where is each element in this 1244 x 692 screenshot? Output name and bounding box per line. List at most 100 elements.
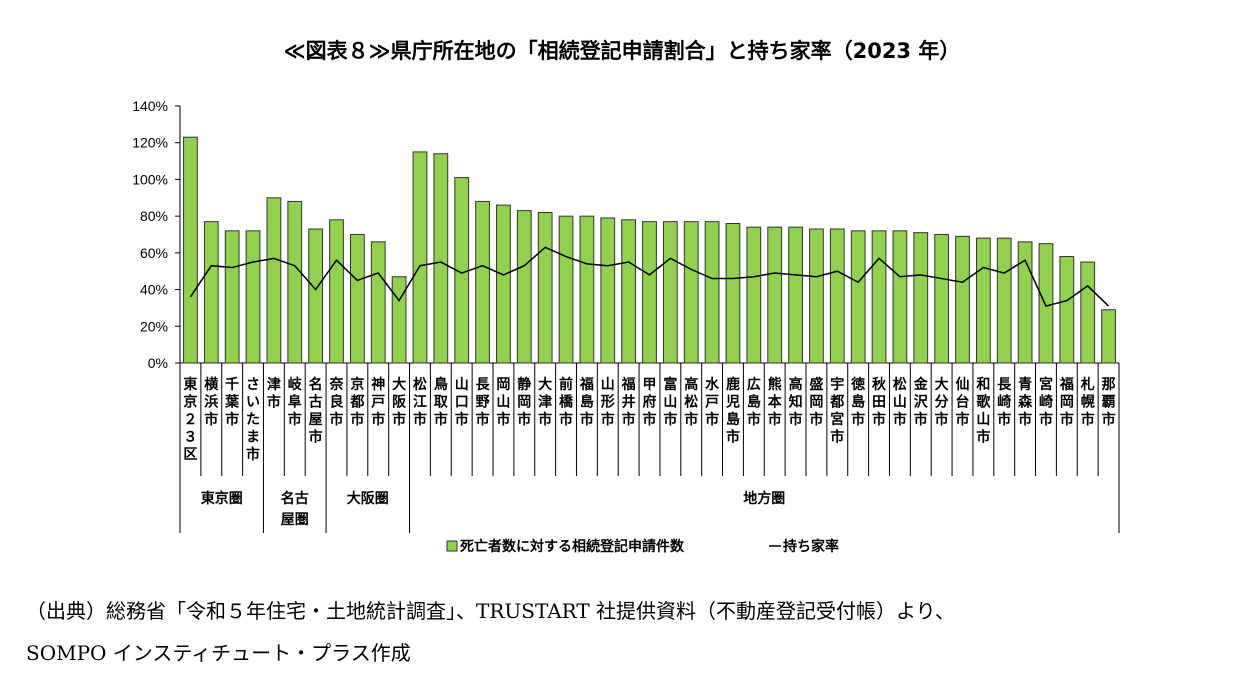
bar: [934, 234, 950, 364]
x-category-label: 那覇市: [1102, 377, 1116, 428]
legend-swatch-bar: [446, 540, 458, 552]
source-line-1: （出典）総務省「令和５年住宅・土地統計調査」、TRUSTART 社提供資料（不動…: [26, 599, 955, 623]
x-category-label: 仙台市: [956, 376, 970, 428]
chart: ≪図表８≫県庁所在地の「相続登記申請割合」と持ち家率（2023 年） 0% 20%…: [132, 39, 1120, 555]
x-category-label: 岐阜市: [288, 376, 303, 428]
y-tick-label: 80%: [140, 208, 168, 224]
bar: [558, 215, 574, 364]
bar: [308, 228, 324, 364]
bar: [496, 204, 511, 364]
bar: [892, 230, 908, 364]
x-group-label: 名古屋圏: [281, 490, 309, 528]
x-category-label: 熊本市: [768, 376, 783, 428]
bar: [475, 200, 490, 364]
x-category-label: 東京２３区: [183, 376, 197, 463]
x-category-label: 前橋市: [559, 376, 574, 428]
x-category-label: さいたま市: [246, 377, 260, 463]
x-category-label: 福島市: [579, 376, 594, 428]
x-category-label: 青森市: [1018, 376, 1033, 428]
x-category-label: 富山市: [663, 376, 677, 428]
x-group-label: 大阪圏: [347, 490, 389, 507]
bar: [537, 211, 553, 364]
x-category-label: 大津市: [538, 376, 552, 428]
x-category-label: 宇都宮市: [829, 376, 844, 446]
bar: [704, 221, 720, 364]
x-category-label: 宮崎市: [1039, 376, 1053, 428]
bar: [767, 226, 783, 364]
x-group-label: 地方圏: [743, 490, 785, 507]
source-note: （出典）総務省「令和５年住宅・土地統計調査」、TRUSTART 社提供資料（不動…: [26, 590, 955, 674]
bar: [433, 153, 449, 364]
x-category-label: 和歌山市: [976, 377, 991, 446]
line-series-持ち家率: [189, 246, 1110, 307]
bar: [370, 241, 386, 364]
bar: [1080, 261, 1096, 364]
x-category-label: 静岡市: [517, 376, 531, 428]
bar: [391, 276, 407, 364]
bar: [516, 210, 532, 364]
y-tick-label: 120%: [132, 135, 168, 151]
x-category-label: 札幌市: [1080, 376, 1095, 428]
bar: [1017, 241, 1033, 364]
x-category-label: 水戸市: [705, 376, 720, 428]
bar: [245, 230, 261, 364]
bar: [412, 151, 428, 364]
bar: [725, 222, 741, 364]
x-category-label: 名古屋市: [309, 376, 323, 446]
legend-label-bar: 死亡者数に対する相続登記申請件数: [459, 538, 685, 555]
legend-label-line: 持ち家率: [783, 538, 839, 555]
bar: [913, 232, 929, 364]
bar: [266, 197, 282, 364]
y-tick-label: 60%: [140, 245, 168, 261]
bar: [746, 226, 762, 364]
bar: [642, 221, 657, 364]
x-category-label: 秋田市: [872, 376, 887, 428]
bar: [996, 237, 1012, 364]
x-category-label: 鳥取市: [434, 376, 449, 428]
x-category-label: 金沢市: [913, 376, 929, 428]
x-category-label: 盛岡市: [809, 376, 823, 428]
x-category-label: 大分市: [935, 376, 949, 428]
x-category-label: 大阪市: [392, 376, 407, 428]
bar: [850, 230, 866, 364]
x-category-label: 徳島市: [850, 376, 865, 428]
x-category-label: 京都市: [349, 376, 364, 428]
x-category-label: 岡山市: [496, 377, 510, 428]
x-category-label: 神戸市: [371, 376, 385, 428]
bar: [349, 234, 365, 364]
bar: [287, 200, 303, 364]
x-category-label: 横浜市: [204, 376, 219, 428]
y-tick-label: 140%: [132, 98, 168, 114]
bar: [871, 230, 887, 364]
legend: 死亡者数に対する相続登記申請件数 持ち家率: [446, 538, 839, 555]
y-tick-label: 0%: [148, 355, 168, 371]
bar: [788, 226, 803, 364]
x-category-label: 長野市: [476, 377, 491, 428]
x-category-label: 高松市: [684, 376, 698, 428]
bar: [183, 136, 198, 364]
source-line-2: SOMPO インスティチュート・プラス作成: [26, 641, 411, 665]
bar: [809, 228, 824, 364]
bar: [224, 230, 240, 364]
x-category-label: 山口市: [455, 377, 469, 428]
y-tick-label: 20%: [140, 318, 168, 334]
bar: [1059, 256, 1075, 364]
bar: [329, 219, 344, 364]
x-category-label: 高知市: [789, 376, 803, 428]
x-category-label: 鹿児島市: [725, 376, 740, 446]
bar: [1038, 243, 1054, 364]
plot-area: 0% 20% 40% 60% 80% 100% 120% 140% 東京２３区横浜市千葉市さいた…: [132, 98, 1120, 533]
bar: [975, 237, 991, 364]
bar: [579, 215, 595, 364]
x-category-label: 津市: [267, 376, 281, 411]
x-category-label: 長崎市: [997, 377, 1012, 428]
x-category-label: 奈良市: [329, 376, 345, 428]
bar: [662, 221, 678, 364]
x-category-label: 福井市: [621, 376, 636, 428]
bar: [829, 228, 845, 364]
x-group-label: 東京圏: [201, 490, 243, 507]
y-tick-label: 100%: [132, 171, 168, 187]
bar: [600, 217, 616, 364]
x-category-label: 松山市: [893, 376, 907, 428]
x-category-label: 甲府市: [643, 377, 657, 428]
